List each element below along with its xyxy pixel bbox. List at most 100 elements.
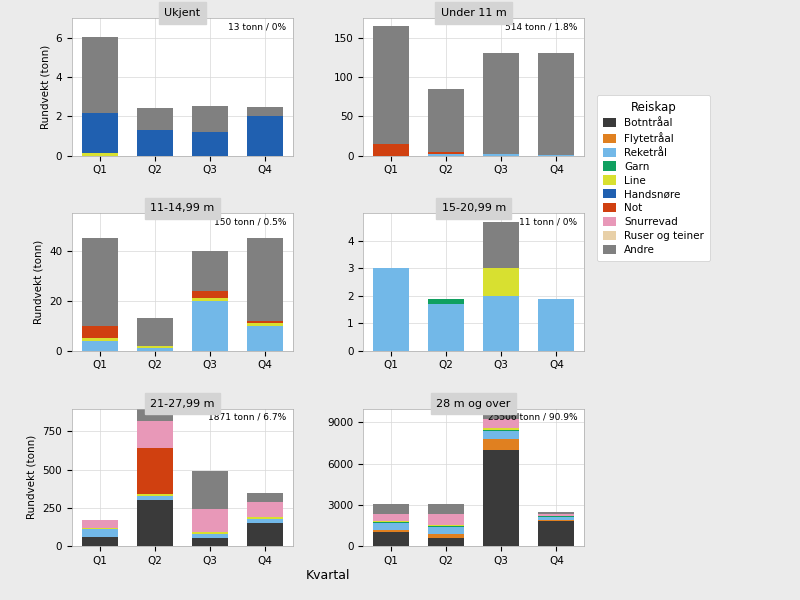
Bar (428, 304, 464, 351)
Bar (538, 514, 574, 516)
Bar (192, 291, 228, 298)
Bar (428, 514, 464, 524)
Y-axis label: Rundvekt (tonn): Rundvekt (tonn) (40, 44, 50, 129)
Title: Under 11 m: Under 11 m (441, 8, 506, 18)
Title: 11-14,99 m: 11-14,99 m (150, 203, 214, 213)
Title: 15-20,99 m: 15-20,99 m (442, 203, 506, 213)
Bar (137, 496, 173, 500)
Text: 514 tonn / 1.8%: 514 tonn / 1.8% (505, 22, 578, 31)
Bar (192, 301, 228, 351)
Bar (483, 154, 519, 155)
Bar (373, 514, 409, 521)
Bar (428, 154, 464, 155)
Bar (192, 298, 228, 301)
Bar (428, 526, 464, 527)
Bar (373, 268, 409, 351)
Bar (82, 37, 118, 113)
Bar (137, 130, 173, 155)
Legend: Botntråal, Flytetråal, Reketrål, Garn, Line, Handsnøre, Not, Snurrevad, Ruser og: Botntråal, Flytetråal, Reketrål, Garn, L… (598, 95, 710, 261)
Bar (428, 89, 464, 152)
Bar (428, 538, 464, 546)
Bar (373, 26, 409, 144)
Bar (538, 520, 574, 521)
Text: Kvartal: Kvartal (306, 569, 350, 582)
Bar (192, 532, 228, 534)
Bar (192, 251, 228, 291)
Bar (373, 532, 409, 546)
Bar (82, 238, 118, 326)
Bar (192, 471, 228, 509)
Bar (373, 522, 409, 523)
Bar (82, 338, 118, 341)
Bar (483, 450, 519, 546)
Bar (428, 152, 464, 154)
Bar (483, 430, 519, 431)
Bar (192, 538, 228, 546)
Bar (483, 53, 519, 154)
Bar (82, 326, 118, 338)
Bar (247, 518, 283, 523)
Bar (538, 53, 574, 155)
Text: 13 tonn / 0%: 13 tonn / 0% (228, 22, 286, 31)
Bar (483, 413, 519, 419)
Bar (82, 341, 118, 351)
Text: 1871 tonn / 6.7%: 1871 tonn / 6.7% (208, 413, 286, 422)
Bar (137, 348, 173, 351)
Bar (483, 268, 519, 296)
Bar (247, 523, 283, 546)
Bar (247, 326, 283, 351)
Y-axis label: Rundvekt (tonn): Rundvekt (tonn) (27, 435, 37, 520)
Bar (483, 439, 519, 450)
Bar (538, 298, 574, 351)
Bar (192, 132, 228, 155)
Bar (538, 516, 574, 517)
Bar (137, 318, 173, 346)
Bar (192, 509, 228, 532)
Bar (82, 152, 118, 155)
Bar (483, 419, 519, 428)
Bar (428, 504, 464, 514)
Bar (538, 512, 574, 514)
Bar (428, 533, 464, 538)
Bar (137, 500, 173, 546)
Bar (428, 298, 464, 304)
Bar (538, 517, 574, 520)
Bar (137, 409, 173, 421)
Text: 150 tonn / 0.5%: 150 tonn / 0.5% (214, 217, 286, 226)
Bar (137, 421, 173, 448)
Title: Ukjent: Ukjent (164, 8, 201, 18)
Bar (428, 527, 464, 533)
Bar (192, 106, 228, 132)
Bar (247, 321, 283, 323)
Bar (137, 346, 173, 348)
Bar (192, 534, 228, 538)
Bar (247, 502, 283, 517)
Bar (373, 530, 409, 532)
Bar (82, 520, 118, 527)
Bar (373, 144, 409, 155)
Bar (483, 428, 519, 430)
Bar (247, 238, 283, 321)
Text: 25506 tonn / 90.9%: 25506 tonn / 90.9% (488, 413, 578, 422)
Bar (82, 113, 118, 152)
Bar (483, 431, 519, 439)
Bar (247, 493, 283, 502)
Bar (137, 109, 173, 130)
Bar (82, 527, 118, 529)
Title: 21-27,99 m: 21-27,99 m (150, 398, 214, 409)
Bar (137, 448, 173, 494)
Bar (247, 517, 283, 518)
Bar (428, 524, 464, 526)
Bar (82, 537, 118, 546)
Bar (247, 107, 283, 116)
Bar (373, 523, 409, 530)
Title: 28 m og over: 28 m og over (437, 398, 511, 409)
Bar (137, 494, 173, 496)
Bar (483, 296, 519, 351)
Bar (538, 521, 574, 546)
Bar (247, 323, 283, 326)
Y-axis label: Rundvekt (tonn): Rundvekt (tonn) (34, 240, 43, 324)
Bar (373, 504, 409, 514)
Text: 11 tonn / 0%: 11 tonn / 0% (519, 217, 578, 226)
Bar (82, 529, 118, 537)
